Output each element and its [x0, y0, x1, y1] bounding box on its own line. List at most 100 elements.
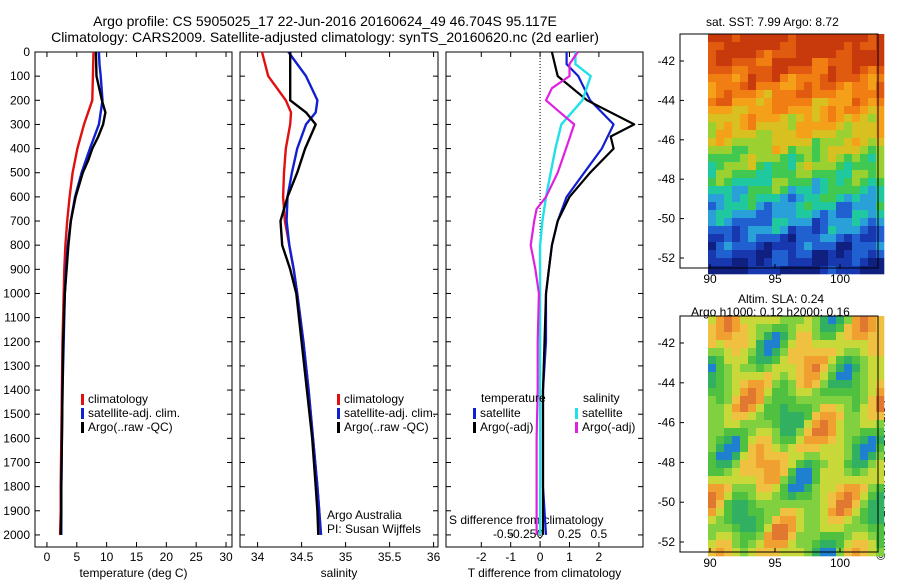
- sla-cell: [828, 436, 837, 445]
- sla-cell: [868, 468, 877, 477]
- sla-cell: [852, 388, 861, 397]
- sla-cell: [764, 340, 773, 349]
- sst-cell: [828, 114, 837, 123]
- sst-cell: [788, 258, 797, 267]
- x-tick-label: 2: [596, 550, 603, 564]
- sst-cell: [796, 66, 805, 75]
- sst-cell: [804, 98, 813, 107]
- sla-cell: [748, 364, 757, 373]
- sst-cell: [804, 210, 813, 219]
- sla-cell: [748, 316, 757, 325]
- sst-cell: [860, 234, 869, 243]
- sst-cell: [860, 170, 869, 179]
- sst-cell: [828, 266, 837, 275]
- sla-cell: [796, 324, 805, 333]
- sla-cell: [708, 492, 717, 501]
- sst-cell: [852, 242, 861, 251]
- lon-tick-label: 95: [768, 556, 782, 570]
- sst-cell: [740, 154, 749, 163]
- sst-cell: [820, 234, 829, 243]
- sst-cell: [756, 194, 765, 203]
- sla-cell: [828, 332, 837, 341]
- sst-cell: [876, 50, 885, 59]
- sst-cell: [868, 162, 877, 171]
- sst-cell: [788, 50, 797, 59]
- sst-cell: [844, 186, 853, 195]
- sla-cell: [836, 340, 845, 349]
- sst-cell: [796, 146, 805, 155]
- sla-cell: [860, 372, 869, 381]
- sst-cell: [820, 170, 829, 179]
- sla-cell: [852, 420, 861, 429]
- sla-cell: [828, 508, 837, 517]
- sla-cell: [724, 356, 733, 365]
- sst-cell: [836, 66, 845, 75]
- sst-cell: [852, 58, 861, 67]
- sst-cell: [828, 178, 837, 187]
- sla-cell: [732, 460, 741, 469]
- depth-tick-label: 1000: [3, 286, 30, 300]
- sla-cell: [804, 500, 813, 509]
- sst-cell: [868, 234, 877, 243]
- sst-cell: [876, 162, 885, 171]
- sst-cell: [876, 42, 885, 51]
- sla-cell: [876, 388, 885, 397]
- x-tick-label: 34: [251, 550, 265, 564]
- sst-cell: [796, 234, 805, 243]
- sst-cell: [844, 90, 853, 99]
- sst-cell: [804, 226, 813, 235]
- sst-cell: [780, 250, 789, 259]
- sla-cell: [868, 372, 877, 381]
- sst-cell: [724, 74, 733, 83]
- sla-cell: [716, 428, 725, 437]
- sla-cell: [820, 420, 829, 429]
- sla-cell: [796, 364, 805, 373]
- sst-cell: [844, 122, 853, 131]
- sla-cell: [852, 468, 861, 477]
- depth-tick-label: 500: [10, 166, 30, 180]
- sst-cell: [876, 186, 885, 195]
- sla-cell: [764, 324, 773, 333]
- sst-cell: [804, 90, 813, 99]
- sla-cell: [716, 364, 725, 373]
- x-tick-label: 1: [566, 550, 573, 564]
- sla-cell: [828, 492, 837, 501]
- sla-cell: [836, 372, 845, 381]
- sst-cell: [724, 194, 733, 203]
- sst-cell: [836, 114, 845, 123]
- sst-cell: [860, 202, 869, 211]
- sst-cell: [852, 50, 861, 59]
- credit-line1: Argo Australia: [327, 508, 402, 522]
- sla-cell: [772, 436, 781, 445]
- sst-cell: [876, 242, 885, 251]
- sst-cell: [780, 98, 789, 107]
- sst-cell: [772, 242, 781, 251]
- sla-cell: [868, 460, 877, 469]
- sla-cell: [756, 516, 765, 525]
- sla-cell: [772, 364, 781, 373]
- sla-cell: [724, 364, 733, 373]
- sst-cell: [764, 162, 773, 171]
- sst-cell: [804, 162, 813, 171]
- sla-cell: [780, 524, 789, 533]
- sst-cell: [708, 266, 717, 275]
- sla-cell: [812, 452, 821, 461]
- sst-cell: [812, 34, 821, 43]
- sla-cell: [820, 324, 829, 333]
- sla-cell: [724, 436, 733, 445]
- sla-cell: [836, 476, 845, 485]
- sst-cell: [796, 50, 805, 59]
- sst-cell: [748, 114, 757, 123]
- sst-cell: [852, 178, 861, 187]
- sst-cell: [844, 194, 853, 203]
- sst-cell: [756, 74, 765, 83]
- sla-cell: [708, 356, 717, 365]
- sla-cell: [764, 460, 773, 469]
- sla-cell: [724, 372, 733, 381]
- sst-cell: [836, 250, 845, 259]
- sst-cell: [724, 250, 733, 259]
- sla-cell: [708, 324, 717, 333]
- sla-cell: [772, 524, 781, 533]
- sst-cell: [780, 130, 789, 139]
- sla-cell: [796, 372, 805, 381]
